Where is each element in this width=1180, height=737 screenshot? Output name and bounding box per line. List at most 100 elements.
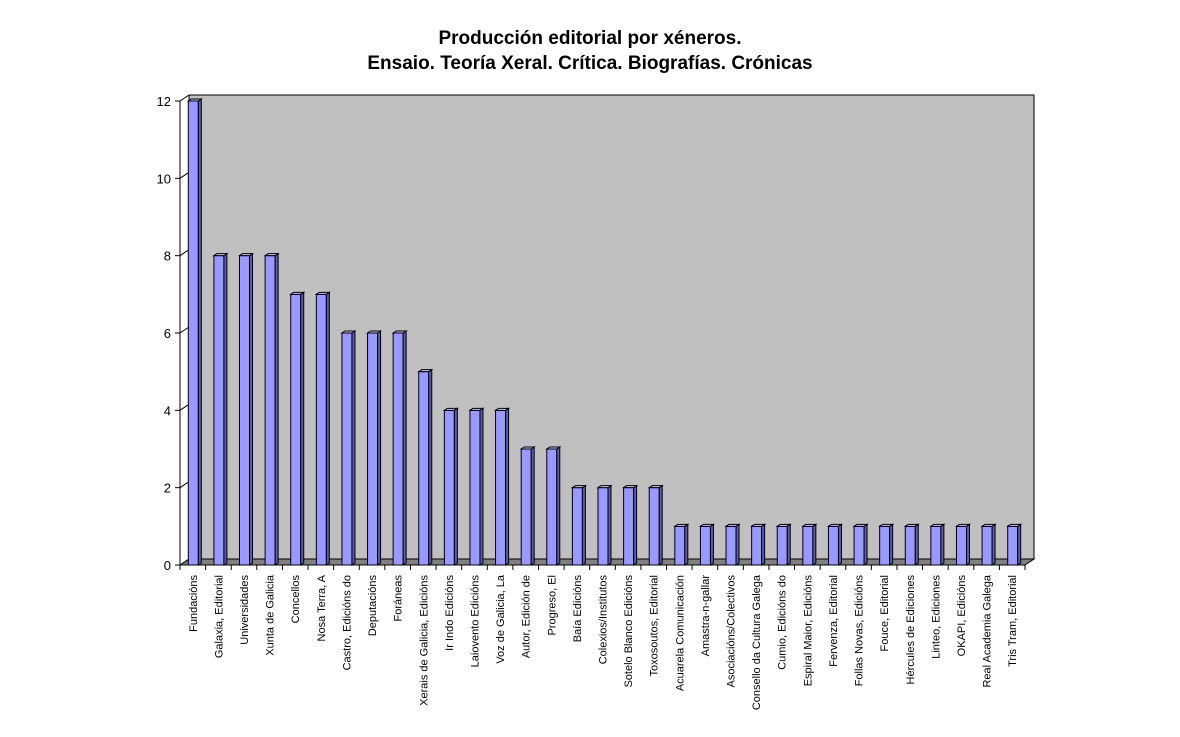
bar-top [775,523,792,527]
bar-front [239,255,251,566]
bar [289,291,306,566]
bar-side [786,523,791,566]
bar-top [929,523,946,527]
bar-side [709,523,714,566]
bar-top [545,446,562,450]
bar-top [698,523,716,527]
bar-side [940,523,945,566]
bar [878,523,895,566]
bar [263,252,280,566]
y-tick-label: 4 [164,403,171,418]
bar-top [724,523,741,527]
x-tick-label: Universidades [239,575,251,645]
bar-front [443,409,455,566]
x-tick-label: Colexios/Institutos [598,575,610,665]
bar [545,446,562,566]
bar-side [453,407,458,566]
bar-side [325,291,330,566]
bar-side [428,368,433,566]
bar [801,523,818,566]
y-tick-link [179,326,190,334]
bar-front [879,525,891,566]
bar [826,523,844,566]
bar-side [812,523,817,566]
bar-front [187,100,199,566]
y-tick-link [179,481,190,489]
bars [186,98,1023,566]
bar-top [826,523,844,527]
bar [724,523,741,566]
bar-front [213,255,225,566]
y-tick-link [179,171,190,179]
x-tick-label: Real Academia Galega [982,574,994,687]
bar-top [186,98,203,102]
x-tick-label: Consello da Cultura Galega [751,574,763,710]
bar [186,98,203,566]
y-tick-label: 12 [157,94,171,109]
x-tick-label: Foráneas [393,575,405,622]
bar-top [340,330,357,334]
y-tick-link [179,94,190,102]
x-tick-label: Acuarela Comunicación [674,575,686,691]
bar-top [237,253,255,257]
bar-top [212,253,229,257]
bar-front [290,293,302,566]
bar-side [889,523,894,566]
x-tick-label: Asociacións/Colectivos [726,575,738,688]
bar-top [468,407,485,411]
bar [673,523,690,566]
y-tick-link [179,558,190,566]
bar-top [673,523,690,527]
bar-top [954,523,972,527]
bar-side [761,523,766,566]
bar-front [776,525,788,566]
bar [391,330,408,566]
bar-top [570,485,588,489]
bar [237,252,255,566]
bar-side [607,484,612,566]
bar-side [530,446,535,566]
bar-front [699,525,711,566]
x-tick-label: Fouce, Editorial [879,575,891,651]
bar-side [300,291,305,566]
bar-top [365,330,383,334]
x-tick-label: Linteo, Ediciones [930,575,942,659]
y-tick-label: 8 [164,249,171,264]
x-axis: Fundacións Galaxia, Editorial Universidade… [179,564,1026,710]
x-tick-label: Concellos [290,575,302,624]
y-tick-link [179,249,190,257]
bar-side [1017,523,1022,566]
x-tick-label: Xunta de Galicia [265,574,277,656]
bar [929,523,946,566]
bar-top [493,407,511,411]
bar [749,523,767,566]
bar-side [505,407,510,566]
bar [417,368,434,566]
y-tick-link [179,403,190,411]
bar-front [648,487,660,566]
bar-top [903,523,920,527]
bar-front [571,487,583,566]
bar-front [955,525,967,566]
bar-side [965,523,970,566]
bar-front [597,487,609,566]
x-tick-label: OKAPI, Edicións [956,575,968,657]
bar-top [1006,523,1023,527]
x-tick-label: Autor, Edición de [521,575,533,658]
bar-front [392,332,404,566]
bar [365,330,383,566]
bar-front [981,525,993,566]
x-tick-label: Galaxia, Editorial [213,575,225,658]
bar-side [197,98,202,566]
bar-side [556,446,561,566]
x-tick-label: Nosa Terra, A [316,574,328,641]
bar-top [442,407,460,411]
bar-front [827,525,839,566]
bar-side [991,523,996,566]
bar-side [863,523,868,566]
x-tick-label: Toxosoutos, Editorial [649,575,661,677]
bar [468,407,485,566]
bar [954,523,972,566]
y-axis: 0 2 4 6 8 10 12 [157,94,190,573]
bar-top [314,291,331,295]
